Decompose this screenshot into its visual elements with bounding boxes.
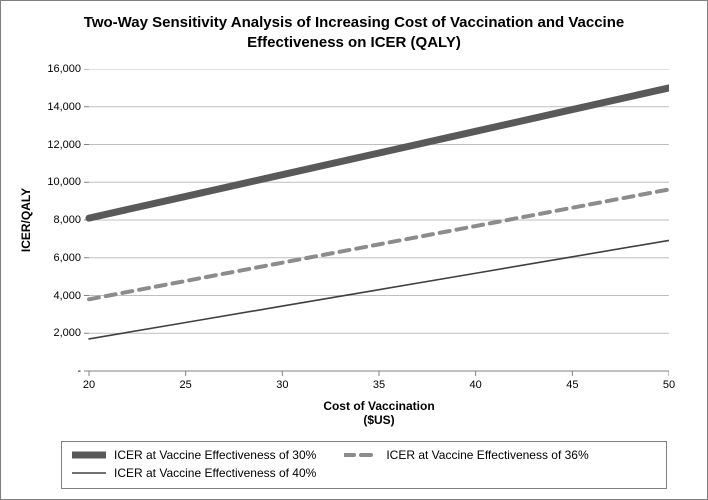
- chart-svg: [83, 69, 669, 377]
- y-tick-label: -: [31, 365, 81, 377]
- chart-frame: { "chart": { "type": "line", "title": "T…: [0, 0, 708, 500]
- x-axis-label-line1: Cost of Vaccination: [323, 399, 434, 413]
- x-tick-label: 50: [649, 379, 689, 391]
- y-tick-label: 14,000: [31, 101, 81, 113]
- x-tick-label: 45: [552, 379, 592, 391]
- x-axis-label-line2: ($US): [363, 413, 394, 427]
- legend-swatch: [72, 449, 106, 461]
- x-axis-label: Cost of Vaccination ($US): [89, 399, 669, 428]
- chart-title: Two-Way Sensitivity Analysis of Increasi…: [1, 13, 707, 54]
- x-tick-label: 35: [359, 379, 399, 391]
- legend-item: ICER at Vaccine Effectiveness of 36%: [344, 448, 588, 462]
- y-tick-label: 12,000: [31, 139, 81, 151]
- y-tick-label: 4,000: [31, 290, 81, 302]
- legend-label: ICER at Vaccine Effectiveness of 40%: [114, 466, 316, 480]
- x-tick-label: 20: [69, 379, 109, 391]
- legend-item: ICER at Vaccine Effectiveness of 40%: [72, 466, 316, 480]
- y-tick-label: 16,000: [31, 63, 81, 75]
- legend-label: ICER at Vaccine Effectiveness of 30%: [114, 448, 316, 462]
- y-tick-label: 8,000: [31, 214, 81, 226]
- x-tick-label: 40: [456, 379, 496, 391]
- legend-item: ICER at Vaccine Effectiveness of 30%: [72, 448, 316, 462]
- legend: ICER at Vaccine Effectiveness of 30% ICER…: [61, 441, 667, 489]
- chart-plot-area: [89, 69, 669, 371]
- legend-label: ICER at Vaccine Effectiveness of 36%: [386, 448, 588, 462]
- legend-swatch: [344, 449, 378, 461]
- x-tick-label: 30: [262, 379, 302, 391]
- y-tick-label: 2,000: [31, 327, 81, 339]
- y-tick-label: 10,000: [31, 176, 81, 188]
- legend-swatch: [72, 467, 106, 479]
- x-tick-label: 25: [166, 379, 206, 391]
- y-tick-label: 6,000: [31, 252, 81, 264]
